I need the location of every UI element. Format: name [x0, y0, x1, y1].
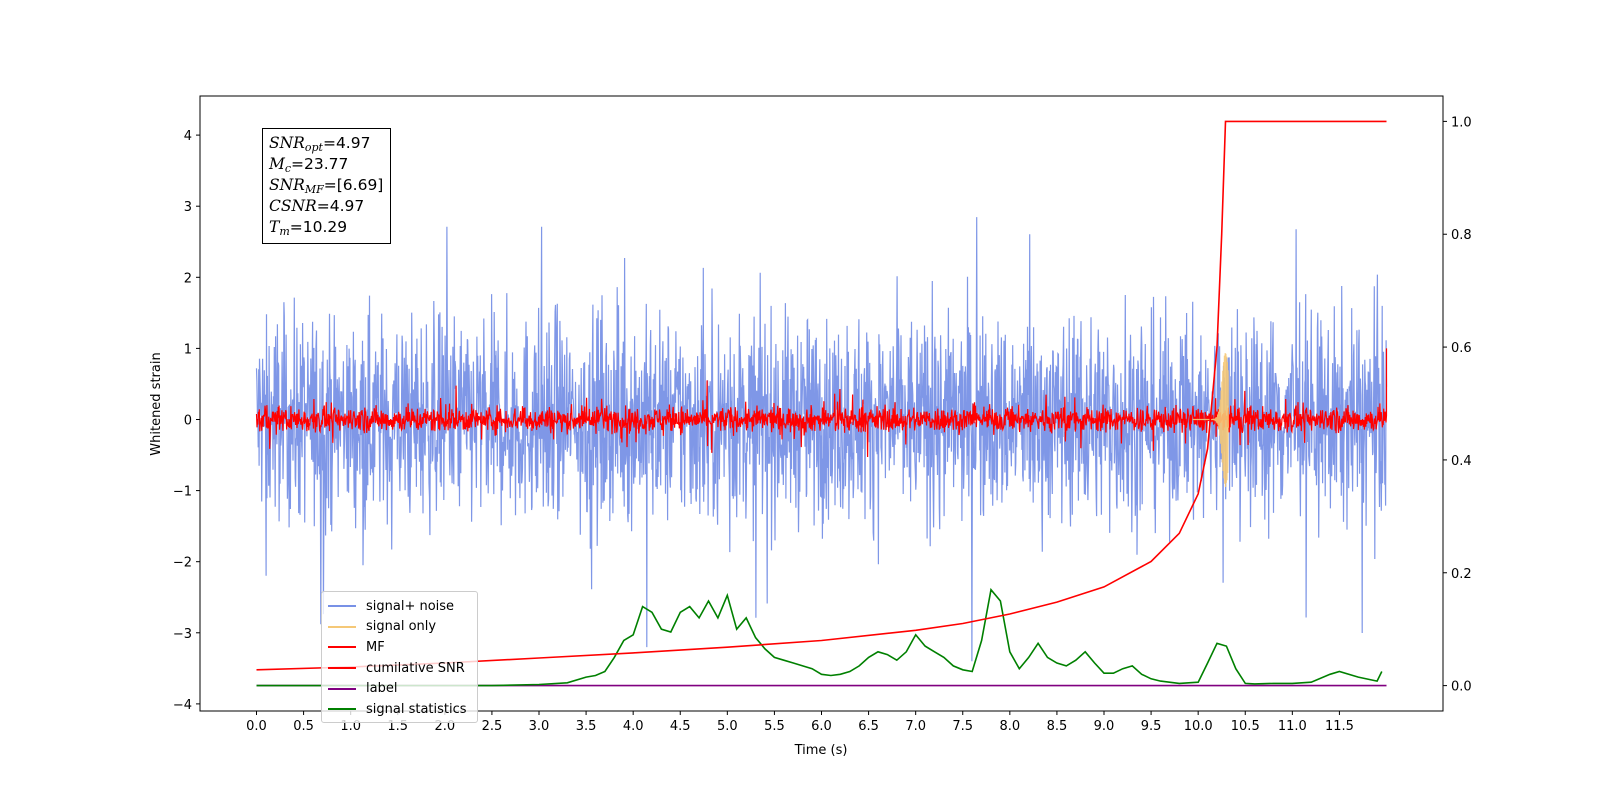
y2-tick-label: 0.6	[1451, 341, 1472, 356]
x-tick-label: 6.0	[811, 719, 832, 734]
legend-item-signal-noise: signal+ noise	[328, 596, 477, 617]
x-tick-label: 3.0	[529, 719, 550, 734]
snr-opt-value: =4.97	[322, 134, 371, 152]
series-mf	[255, 348, 1388, 458]
legend: signal+ noise signal only MF cumilative …	[321, 591, 478, 723]
tm-value: =10.29	[289, 218, 348, 236]
y-tick-label: 1	[184, 342, 192, 357]
legend-swatch	[328, 667, 356, 670]
x-axis-label: Time (s)	[794, 743, 848, 758]
x-tick-label: 9.0	[1094, 719, 1115, 734]
mc-row: Mc=23.77	[269, 155, 349, 175]
y-tick-label: −4	[173, 698, 192, 713]
legend-label: label	[366, 681, 398, 697]
y-tick-label: 3	[184, 200, 192, 215]
x-tick-label: 11.5	[1325, 719, 1354, 734]
x-tick-label: 5.0	[717, 719, 738, 734]
csnr-row: CSNR=4.97	[269, 197, 365, 215]
legend-swatch	[328, 646, 356, 649]
legend-swatch	[328, 687, 356, 690]
x-tick-label: 5.5	[764, 719, 785, 734]
legend-label: MF	[366, 639, 385, 655]
x-tick-label: 10.5	[1231, 719, 1260, 734]
x-tick-label: 4.5	[670, 719, 691, 734]
mc-value: =23.77	[291, 155, 349, 173]
tm-row: Tm=10.29	[269, 218, 348, 238]
y-tick-label: −2	[173, 556, 192, 571]
y-axis-label: Whitened strain	[149, 352, 164, 455]
y2-tick-label: 0.2	[1451, 567, 1472, 582]
legend-item-cumulative-snr: cumilative SNR	[328, 658, 477, 679]
x-tick-label: 6.5	[858, 719, 879, 734]
legend-item-signal-statistics: signal statistics	[328, 699, 477, 720]
x-axis: 0.0 0.5 1.0 1.5 2.0 2.5 3.0 3.5 4.0 4.5 5.0 5.5 6.0 6…	[246, 711, 1354, 734]
snr-mf-value: =[6.69]	[323, 176, 384, 194]
y-axis-right: 1.0 0.8 0.6 0.4 0.2 0.0	[1443, 115, 1472, 695]
y2-tick-label: 0.0	[1451, 680, 1472, 695]
y-tick-label: −3	[173, 627, 192, 642]
x-tick-label: 8.0	[999, 719, 1020, 734]
x-tick-label: 7.5	[952, 719, 973, 734]
x-tick-label: 10.0	[1184, 719, 1213, 734]
x-tick-label: 7.0	[905, 719, 926, 734]
snr-mf-row: SNRMF=[6.69]	[269, 176, 384, 196]
snr-opt-row: SNRopt=4.97	[269, 134, 371, 154]
y2-tick-label: 1.0	[1451, 115, 1472, 130]
legend-item-label: label	[328, 678, 477, 699]
legend-label: signal statistics	[366, 701, 467, 717]
x-tick-label: 8.5	[1047, 719, 1068, 734]
legend-swatch	[328, 708, 356, 711]
legend-swatch	[328, 605, 356, 608]
y2-tick-label: 0.8	[1451, 228, 1472, 243]
legend-label: signal+ noise	[366, 598, 455, 614]
series-signal-only	[1192, 353, 1229, 488]
y-tick-label: 4	[184, 129, 192, 144]
x-tick-label: 9.5	[1141, 719, 1162, 734]
x-tick-label: 11.0	[1278, 719, 1307, 734]
x-tick-label: 3.5	[576, 719, 597, 734]
y-tick-label: −1	[173, 485, 192, 500]
legend-label: signal only	[366, 619, 437, 635]
csnr-value: =4.97	[316, 197, 365, 215]
legend-item-mf: MF	[328, 637, 477, 658]
series-signal-statistics	[256, 587, 1383, 687]
y-axis-left: 4 3 2 1 0 −1 −2 −3 −4	[173, 129, 200, 713]
legend-label: cumilative SNR	[366, 660, 465, 676]
legend-swatch	[328, 625, 356, 628]
y-tick-label: 2	[184, 271, 192, 286]
y-tick-label: 0	[184, 413, 192, 428]
x-tick-label: 0.5	[293, 719, 314, 734]
y2-tick-label: 0.4	[1451, 454, 1472, 469]
legend-item-signal-only: signal only	[328, 617, 477, 638]
x-tick-label: 2.5	[482, 719, 503, 734]
stats-annotation-box: SNRopt=4.97 Mc=23.77 SNRMF=[6.69] CSNR=4…	[262, 128, 391, 244]
series-cumulative-snr	[256, 120, 1387, 671]
x-tick-label: 0.0	[246, 719, 267, 734]
x-tick-label: 4.0	[623, 719, 644, 734]
